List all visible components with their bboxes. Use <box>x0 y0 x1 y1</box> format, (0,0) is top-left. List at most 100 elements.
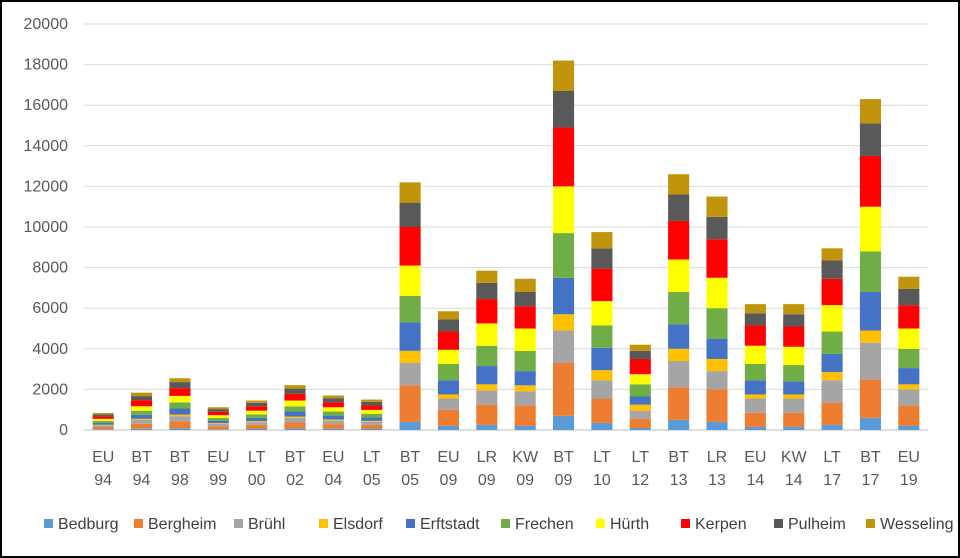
bar-segment <box>92 425 114 427</box>
bar-segment <box>361 405 383 410</box>
bar-segment <box>629 358 651 375</box>
bar-segment <box>92 424 114 426</box>
bar-segment <box>898 328 920 349</box>
bar-segment <box>284 428 306 430</box>
bar-segment <box>859 330 882 343</box>
x-tick-label: 05 <box>401 472 419 489</box>
bar-segment <box>169 428 191 430</box>
bar-segment <box>744 398 766 413</box>
bar-segment <box>361 409 383 414</box>
x-tick-label: EU <box>207 449 229 466</box>
bar-segment <box>591 398 613 423</box>
bar-segment <box>552 314 575 331</box>
bar-segment <box>821 305 843 332</box>
bar-segment <box>859 379 882 418</box>
bar-segment <box>92 416 114 419</box>
bar-segment <box>437 398 460 410</box>
bar-segment <box>399 265 421 297</box>
x-tick-label: 99 <box>209 472 227 489</box>
bar-segment <box>629 404 651 411</box>
bar-segment <box>437 364 460 381</box>
bar-segment <box>399 363 421 386</box>
x-tick-label: 14 <box>785 472 803 489</box>
bar-segment <box>361 413 383 418</box>
bar-segment <box>246 414 268 418</box>
x-tick-label: LT <box>823 449 841 466</box>
bar-segment <box>284 400 306 407</box>
x-axis-ticks: EU 94 BT 94 BT 98 EU 99 LT 00 BT 02 EU 04 LT 05 BT 05 EU 09… <box>92 449 920 489</box>
bar-segment <box>514 350 536 372</box>
x-tick-label: KW <box>512 449 539 466</box>
bar-segment <box>361 417 383 421</box>
bar-segment <box>437 331 460 350</box>
bar-segment <box>668 419 690 430</box>
x-tick-label: LR <box>707 449 727 466</box>
legend-label: Elsdorf <box>333 516 383 533</box>
bar-segment <box>399 227 421 266</box>
bar-segment <box>859 155 882 207</box>
bar-segment <box>706 277 728 309</box>
x-tick-label: EU <box>744 449 766 466</box>
bar-segment <box>476 424 498 430</box>
bar-segment <box>437 380 460 395</box>
bar-segment <box>859 417 882 430</box>
bar-segment <box>783 304 805 315</box>
bar-segment <box>629 384 651 397</box>
bar-segment <box>246 406 268 411</box>
bar-segment <box>821 331 843 354</box>
x-tick-label: 05 <box>363 472 381 489</box>
bar-segment <box>246 417 268 422</box>
bar-segment <box>514 371 536 386</box>
bar-segment <box>399 385 421 422</box>
legend-swatch <box>596 519 605 528</box>
bar-segment <box>591 248 613 269</box>
bar-segment <box>514 385 536 392</box>
bar-segment <box>361 424 383 429</box>
bar-segment <box>898 305 920 329</box>
bar-segment <box>859 99 882 124</box>
bar-segment <box>629 410 651 419</box>
bar-segment <box>476 366 498 385</box>
bar-segment <box>207 409 229 412</box>
x-tick-label: 94 <box>94 472 112 489</box>
bar-segment <box>92 426 114 430</box>
bar-segment <box>783 314 805 327</box>
legend-label: Brühl <box>248 516 285 533</box>
bar-segment <box>476 270 498 283</box>
bar-segment <box>322 402 344 408</box>
bar-segment <box>399 322 421 351</box>
legend-swatch <box>774 519 783 528</box>
legend-swatch <box>134 519 143 528</box>
x-tick-label: BT <box>170 449 191 466</box>
bar-segment <box>169 378 191 383</box>
bar-segment <box>437 425 460 430</box>
legend-swatch <box>44 519 53 528</box>
bar-segment <box>783 346 805 366</box>
x-tick-label: LT <box>363 449 381 466</box>
bar-segment <box>514 405 536 426</box>
bar-segment <box>169 382 191 389</box>
bar-segment <box>859 251 882 292</box>
bar-segment <box>859 206 882 252</box>
x-tick-label: 13 <box>708 472 726 489</box>
bar-segment <box>92 412 114 415</box>
bar-segment <box>246 424 268 429</box>
x-tick-label: 09 <box>555 472 573 489</box>
x-tick-label: EU <box>437 449 459 466</box>
bar-segment <box>591 380 613 399</box>
bar-segment <box>552 277 575 315</box>
bar-segment <box>246 428 268 430</box>
bar-segment <box>859 291 882 331</box>
bar-segment <box>591 268 613 302</box>
bar-segment <box>552 233 575 278</box>
bar-segment <box>783 326 805 347</box>
bar-segment <box>207 407 229 410</box>
y-tick-label: 4000 <box>32 341 68 358</box>
legend-swatch <box>866 519 875 528</box>
bar-segment <box>246 422 268 425</box>
bar-segment <box>399 202 421 227</box>
bar-segment <box>476 345 498 367</box>
legend-label: Hürth <box>610 516 649 533</box>
x-tick-label: 94 <box>133 472 151 489</box>
